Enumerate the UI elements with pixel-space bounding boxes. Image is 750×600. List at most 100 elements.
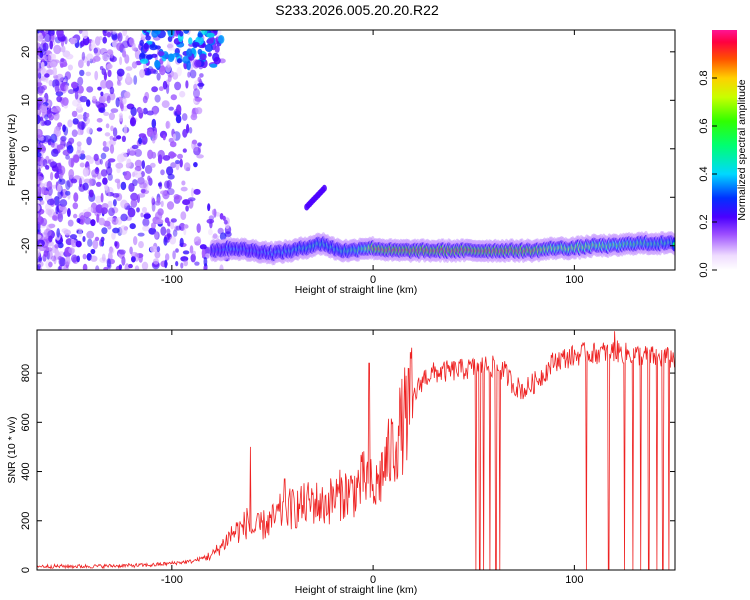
noise-blob xyxy=(182,148,187,153)
noise-blob xyxy=(164,180,170,189)
noise-blob xyxy=(150,53,158,58)
noise-blob xyxy=(76,144,82,154)
spectrogram-y-label: Frequency (Hz) xyxy=(6,114,18,186)
snr-background xyxy=(37,330,675,570)
noise-blob xyxy=(160,200,164,207)
noise-blob xyxy=(39,103,47,114)
noise-blob xyxy=(98,36,103,41)
noise-blob xyxy=(49,61,57,68)
noise-blob xyxy=(88,189,94,198)
noise-blob xyxy=(50,161,58,169)
noise-blob xyxy=(82,167,89,177)
noise-blob xyxy=(164,217,170,224)
noise-blob xyxy=(60,135,67,142)
noise-blob xyxy=(193,162,198,168)
noise-blob xyxy=(180,186,188,192)
noise-blob xyxy=(211,208,217,216)
noise-blob xyxy=(201,30,208,35)
noise-blob xyxy=(214,45,220,53)
noise-blob xyxy=(77,176,85,184)
noise-blob xyxy=(37,264,41,270)
noise-blob xyxy=(193,236,202,246)
noise-blob xyxy=(43,228,52,237)
noise-blob xyxy=(53,44,62,55)
noise-blob xyxy=(129,246,133,255)
noise-blob xyxy=(121,96,127,105)
noise-blob xyxy=(199,244,207,250)
noise-blob xyxy=(183,162,191,172)
noise-blob xyxy=(159,65,166,76)
noise-blob xyxy=(79,69,85,77)
noise-blob xyxy=(67,64,73,71)
noise-blob xyxy=(95,265,100,270)
noise-blob xyxy=(96,172,102,180)
noise-blob xyxy=(71,254,78,263)
noise-blob xyxy=(95,195,102,204)
noise-blob xyxy=(102,146,110,153)
noise-blob xyxy=(188,37,193,45)
noise-blob xyxy=(88,178,93,187)
noise-blob xyxy=(106,217,114,222)
noise-blob xyxy=(100,207,108,215)
noise-blob xyxy=(68,137,75,144)
noise-blob xyxy=(86,127,92,134)
noise-blob xyxy=(57,266,62,270)
noise-blob xyxy=(208,228,213,236)
noise-blob xyxy=(146,128,154,138)
spectrogram-frame xyxy=(36,29,676,271)
noise-blob xyxy=(107,190,111,197)
noise-blob xyxy=(149,162,156,168)
noise-blob xyxy=(56,184,62,193)
noise-blob xyxy=(70,178,78,184)
noise-blob xyxy=(112,193,120,198)
noise-blob xyxy=(100,169,108,177)
noise-blob xyxy=(206,39,214,44)
noise-blob xyxy=(105,123,110,129)
noise-blob xyxy=(98,107,106,114)
noise-blob xyxy=(146,186,150,192)
noise-blob xyxy=(47,138,52,146)
noise-blob xyxy=(195,107,203,115)
noise-blob xyxy=(108,207,115,217)
noise-blob xyxy=(104,183,108,191)
noise-blob xyxy=(172,72,179,80)
y-tick-label: 0 xyxy=(20,567,32,573)
noise-blob xyxy=(193,188,201,195)
noise-blob xyxy=(185,205,189,212)
noise-blob xyxy=(182,199,191,206)
noise-blob xyxy=(43,250,49,257)
noise-blob xyxy=(111,231,116,240)
noise-blob xyxy=(99,257,107,263)
spectrogram-ridge xyxy=(209,230,675,266)
noise-blob xyxy=(166,166,174,176)
noise-blob xyxy=(134,265,140,270)
noise-blob xyxy=(86,53,94,62)
noise-blob xyxy=(190,113,198,121)
noise-blob xyxy=(167,74,172,83)
noise-blob xyxy=(37,78,42,89)
noise-blob xyxy=(134,159,143,168)
noise-blob xyxy=(51,215,58,221)
noise-blob xyxy=(112,127,118,137)
noise-blob xyxy=(140,171,145,178)
noise-blob xyxy=(186,48,193,57)
noise-blob xyxy=(37,152,42,158)
noise-blob xyxy=(156,72,161,81)
noise-blob xyxy=(121,135,126,142)
colorbar-tick-label: 0.2 xyxy=(698,214,710,229)
noise-blob xyxy=(145,70,152,76)
noise-blob xyxy=(103,266,109,270)
noise-blob xyxy=(183,227,187,236)
noise-blob xyxy=(37,160,41,167)
noise-blob xyxy=(48,159,52,165)
noise-blob xyxy=(55,249,60,258)
noise-blob xyxy=(203,265,208,270)
y-tick-label: 20 xyxy=(20,46,32,58)
noise-blob xyxy=(157,208,164,216)
colorbar-tick-label: 0.4 xyxy=(698,166,710,181)
noise-blob xyxy=(44,114,49,120)
x-tick-label: -100 xyxy=(161,574,183,586)
noise-blob xyxy=(40,116,44,121)
noise-blob xyxy=(100,79,108,89)
noise-blob xyxy=(99,48,108,56)
